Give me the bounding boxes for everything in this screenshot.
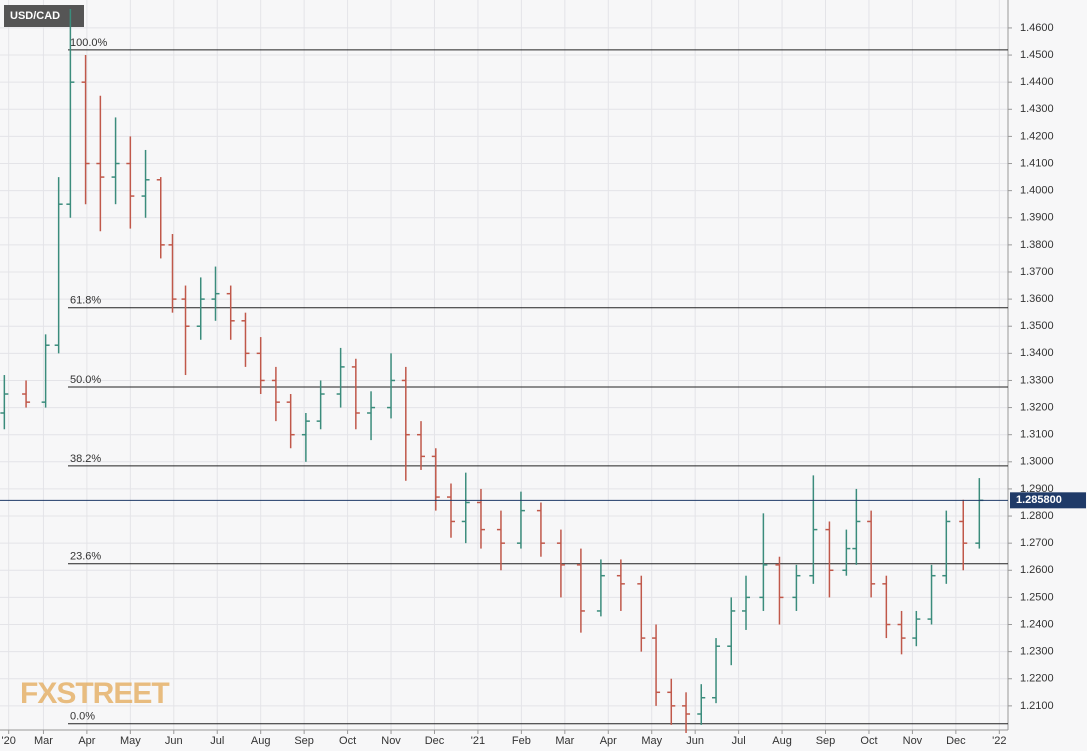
y-tick-label: 1.3900	[1020, 212, 1054, 224]
x-tick-label: Nov	[903, 735, 923, 747]
y-tick-label: 1.3700	[1020, 266, 1054, 278]
x-tick-label: Sep	[294, 735, 314, 747]
y-tick-label: 1.3600	[1020, 293, 1054, 305]
fib-label: 50.0%	[70, 374, 101, 386]
fib-label: 23.6%	[70, 551, 101, 563]
y-tick-label: 1.4000	[1020, 185, 1054, 197]
y-tick-label: 1.4200	[1020, 130, 1054, 142]
x-tick-label: Feb	[512, 735, 531, 747]
title-box	[4, 5, 84, 27]
last-price-label: 1.285800	[1016, 494, 1062, 506]
y-tick-label: 1.4600	[1020, 22, 1054, 34]
y-tick-label: 1.3300	[1020, 374, 1054, 386]
x-tick-label: '20	[2, 735, 16, 747]
x-tick-label: Apr	[78, 735, 95, 747]
y-tick-label: 1.2800	[1020, 510, 1054, 522]
x-tick-label: '22	[992, 735, 1006, 747]
y-tick-label: 1.2100	[1020, 700, 1054, 712]
x-tick-label: Jun	[686, 735, 704, 747]
x-tick-label: Nov	[381, 735, 401, 747]
y-tick-label: 1.4500	[1020, 49, 1054, 61]
x-tick-label: Jul	[732, 735, 746, 747]
fib-label: 100.0%	[70, 37, 108, 49]
y-tick-label: 1.3200	[1020, 401, 1054, 413]
y-tick-label: 1.3000	[1020, 456, 1054, 468]
y-tick-label: 1.2200	[1020, 673, 1054, 685]
x-tick-label: Sep	[816, 735, 836, 747]
y-tick-label: 1.4100	[1020, 157, 1054, 169]
x-tick-label: Jun	[165, 735, 183, 747]
x-tick-label: Jul	[210, 735, 224, 747]
fib-label: 0.0%	[70, 711, 95, 723]
y-tick-label: 1.2900	[1020, 483, 1054, 495]
x-tick-label: Oct	[860, 735, 877, 747]
x-tick-label: May	[120, 735, 141, 747]
x-tick-label: '21	[471, 735, 485, 747]
y-tick-label: 1.3500	[1020, 320, 1054, 332]
x-tick-label: Mar	[34, 735, 53, 747]
y-tick-label: 1.4400	[1020, 76, 1054, 88]
chart-title: USD/CAD	[10, 10, 60, 22]
last-price-box	[1010, 492, 1086, 509]
x-tick-label: Mar	[555, 735, 574, 747]
y-tick-label: 1.2700	[1020, 537, 1054, 549]
x-tick-label: Aug	[251, 735, 271, 747]
fib-label: 61.8%	[70, 295, 101, 307]
y-tick-label: 1.4300	[1020, 103, 1054, 115]
y-tick-label: 1.2500	[1020, 591, 1054, 603]
x-tick-label: Dec	[946, 735, 966, 747]
y-tick-label: 1.3100	[1020, 429, 1054, 441]
x-tick-label: Dec	[425, 735, 445, 747]
fib-label: 38.2%	[70, 453, 101, 465]
x-tick-label: May	[641, 735, 662, 747]
x-tick-label: Oct	[339, 735, 356, 747]
x-tick-label: Apr	[600, 735, 617, 747]
y-tick-label: 1.2400	[1020, 618, 1054, 630]
y-tick-label: 1.2600	[1020, 564, 1054, 576]
y-tick-label: 1.3400	[1020, 347, 1054, 359]
watermark: FXSTREET	[20, 677, 169, 710]
y-tick-label: 1.2300	[1020, 646, 1054, 658]
y-tick-label: 1.3800	[1020, 239, 1054, 251]
x-tick-label: Aug	[772, 735, 792, 747]
